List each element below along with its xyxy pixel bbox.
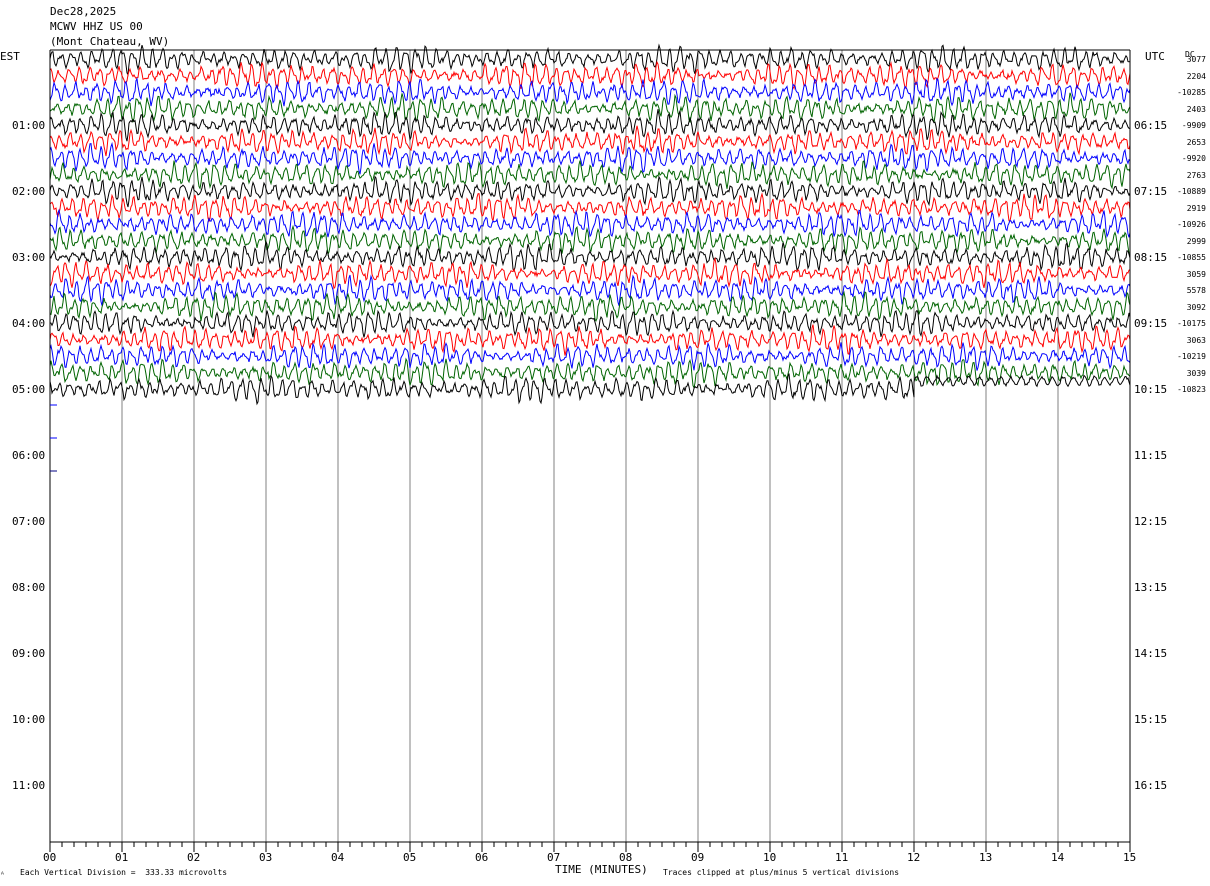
dc-offset-label: 3063	[1186, 335, 1206, 345]
x-tick-label: 00	[43, 851, 57, 864]
x-tick-label: 01	[115, 851, 129, 864]
right-hour-label: 10:15	[1134, 383, 1168, 396]
seismic-trace-row	[49, 141, 1131, 175]
dc-offset-label: 2763	[1186, 170, 1206, 180]
seismic-trace-row	[49, 341, 1131, 371]
x-tick-label: 13	[979, 851, 993, 864]
x-tick-label: 10	[763, 851, 777, 864]
dc-offset-label: 3059	[1186, 269, 1206, 279]
trace-layer	[49, 43, 1131, 406]
left-hour-label: 07:00	[12, 515, 46, 528]
left-hour-label: 03:00	[12, 251, 46, 264]
logo-mark: ᴬ	[0, 870, 5, 879]
left-hour-label: 05:00	[12, 383, 46, 396]
est-timezone-label: EST	[0, 50, 20, 63]
location-label: (Mont Chateau, WV)	[50, 35, 170, 48]
left-hour-label: 10:00	[12, 713, 46, 726]
left-hour-label: 06:00	[12, 449, 46, 462]
dc-offset-label: 3092	[1186, 302, 1206, 312]
x-tick-label: 03	[259, 851, 273, 864]
dc-offset-label: 2403	[1186, 104, 1206, 114]
dc-offset-label: -10889	[1177, 187, 1206, 196]
dc-offset-label: -10285	[1177, 88, 1206, 97]
seismic-trace-row	[49, 290, 1131, 322]
x-tick-label: 09	[691, 851, 705, 864]
dc-offset-label: -10926	[1177, 220, 1206, 229]
seismic-trace-row	[49, 77, 1131, 107]
left-hour-label: 02:00	[12, 185, 46, 198]
x-tick-label: 04	[331, 851, 345, 864]
seismic-trace-row	[49, 357, 1131, 390]
seismic-trace-row	[49, 175, 1131, 208]
x-tick-label: 08	[619, 851, 633, 864]
seismic-trace-row	[49, 208, 1131, 239]
x-tick-label: 05	[403, 851, 417, 864]
dc-offset-label: 3039	[1186, 368, 1206, 378]
dc-label: DC	[1185, 50, 1195, 59]
dc-offset-label: -10219	[1177, 352, 1206, 361]
seismic-trace-row	[49, 60, 1131, 91]
dc-offset-label: 5578	[1186, 286, 1206, 295]
dc-offset-label: 3077	[1186, 55, 1206, 64]
dc-offset-label: -9920	[1181, 154, 1206, 163]
right-hour-label: 11:15	[1134, 449, 1168, 462]
seismic-trace-row	[49, 192, 1131, 223]
utc-timezone-label: UTC	[1145, 50, 1165, 63]
seismic-trace-row	[49, 256, 1131, 290]
right-hour-label: 14:15	[1134, 647, 1168, 660]
dc-offset-label: -10855	[1177, 253, 1206, 262]
dc-offset-label: 2919	[1186, 203, 1206, 213]
seismic-trace-row	[49, 160, 1131, 190]
x-axis-title: TIME (MINUTES)	[555, 863, 648, 876]
dc-offset-label: 2204	[1186, 71, 1206, 81]
dc-offset-label: -10823	[1177, 385, 1206, 394]
seismic-trace-row	[49, 43, 1131, 77]
x-tick-label: 06	[475, 851, 489, 864]
right-hour-label: 06:15	[1134, 119, 1168, 132]
seismic-trace-row	[49, 309, 1131, 338]
left-hour-label: 08:00	[12, 581, 46, 594]
left-hour-label: 04:00	[12, 317, 46, 330]
scale-note: Each Vertical Division = 333.33 microvol…	[20, 868, 228, 877]
left-hour-label: 09:00	[12, 647, 46, 660]
seismic-trace-row	[49, 324, 1131, 356]
seismic-trace-row	[49, 373, 1131, 406]
seismic-trace-row	[49, 274, 1131, 306]
station-label: MCWV HHZ US 00	[50, 20, 143, 33]
right-hour-label: 07:15	[1134, 185, 1168, 198]
seismic-trace-row	[49, 125, 1131, 157]
right-hour-label: 13:15	[1134, 581, 1168, 594]
left-hour-label: 11:00	[12, 779, 46, 792]
x-tick-label: 15	[1123, 851, 1137, 864]
right-hour-label: 15:15	[1134, 713, 1168, 726]
x-tick-label: 11	[835, 851, 849, 864]
left-hour-label: 01:00	[12, 119, 46, 132]
x-tick-label: 12	[907, 851, 921, 864]
dc-offset-label: -10175	[1177, 319, 1206, 328]
clip-note: Traces clipped at plus/minus 5 vertical …	[663, 868, 900, 877]
right-hour-label: 12:15	[1134, 515, 1168, 528]
dc-offset-label: 2999	[1186, 236, 1206, 246]
x-tick-label: 07	[547, 851, 561, 864]
right-hour-label: 08:15	[1134, 251, 1168, 264]
dc-offset-label: -9909	[1181, 121, 1206, 130]
x-tick-label: 14	[1051, 851, 1065, 864]
axis-layer	[49, 49, 1131, 852]
right-hour-label: 16:15	[1134, 779, 1168, 792]
right-hour-label: 09:15	[1134, 317, 1168, 330]
date-label: Dec28,2025	[50, 5, 117, 18]
seismic-trace-row	[49, 92, 1131, 124]
seismic-trace-row	[49, 109, 1131, 142]
dc-offset-label: 2653	[1186, 137, 1206, 147]
x-tick-label: 02	[187, 851, 201, 864]
seismic-trace-row	[49, 239, 1131, 273]
